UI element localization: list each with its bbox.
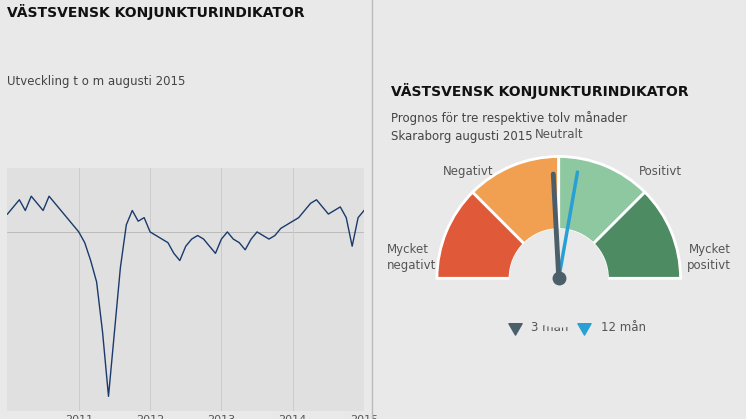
- Text: VÄSTSVENSK KONJUNKTURINDIKATOR: VÄSTSVENSK KONJUNKTURINDIKATOR: [391, 83, 689, 99]
- Text: 12 mån: 12 mån: [601, 321, 645, 334]
- Text: 3 mån: 3 mån: [531, 321, 568, 334]
- Point: [578, 323, 590, 330]
- Point: [509, 323, 521, 330]
- Text: Neutralt: Neutralt: [534, 128, 583, 142]
- Text: Mycket
negativt: Mycket negativt: [387, 243, 436, 272]
- Text: Mycket
positivt: Mycket positivt: [686, 243, 730, 272]
- Text: Negativt: Negativt: [443, 165, 494, 178]
- Text: Prognos för tre respektive tolv månader
Skaraborg augusti 2015: Prognos för tre respektive tolv månader …: [391, 111, 627, 143]
- Text: Utveckling t o m augusti 2015: Utveckling t o m augusti 2015: [7, 75, 186, 88]
- Circle shape: [510, 230, 607, 327]
- Wedge shape: [559, 157, 645, 244]
- Wedge shape: [473, 157, 559, 244]
- Text: Positivt: Positivt: [639, 165, 683, 178]
- Wedge shape: [437, 192, 524, 278]
- Text: VÄSTSVENSK KONJUNKTURINDIKATOR: VÄSTSVENSK KONJUNKTURINDIKATOR: [7, 4, 305, 20]
- Wedge shape: [593, 192, 680, 278]
